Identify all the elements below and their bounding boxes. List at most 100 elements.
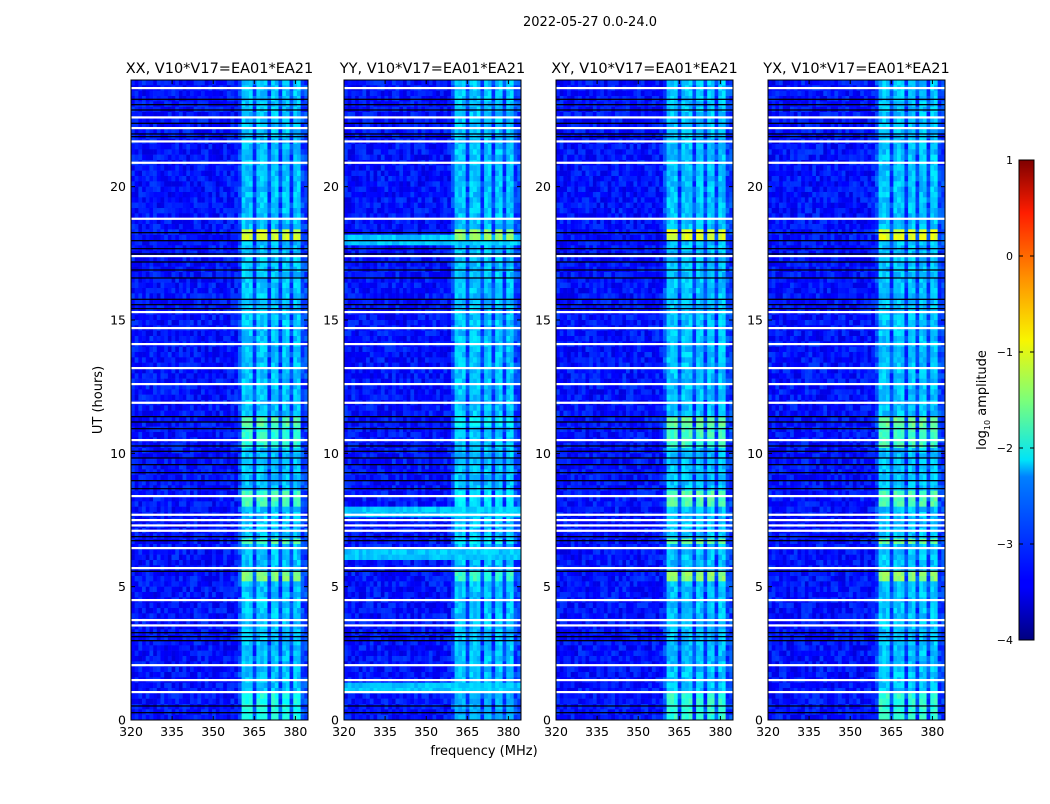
heatmap-cell bbox=[301, 347, 305, 353]
heatmap-cell bbox=[223, 352, 227, 358]
heatmap-cell bbox=[197, 587, 201, 593]
heatmap-cell bbox=[260, 347, 264, 353]
heatmap-cell bbox=[245, 155, 249, 161]
heatmap-cell bbox=[260, 357, 264, 363]
heatmap-cell bbox=[245, 144, 249, 150]
heatmap-cell bbox=[183, 80, 187, 86]
heatmap-cell bbox=[172, 203, 176, 209]
heatmap-cell bbox=[216, 592, 220, 598]
heatmap-cell bbox=[245, 315, 249, 321]
heatmap-cell bbox=[267, 549, 271, 555]
heatmap-cell bbox=[216, 581, 220, 587]
heatmap-cell bbox=[168, 293, 172, 299]
heatmap-cell bbox=[179, 560, 183, 566]
heatmap-cell bbox=[153, 555, 157, 561]
heatmap-cell bbox=[234, 197, 238, 203]
heatmap-cell bbox=[179, 608, 183, 614]
heatmap-cell bbox=[153, 224, 157, 230]
heatmap-cell bbox=[279, 315, 283, 321]
heatmap-cell bbox=[197, 208, 201, 214]
heatmap-cell bbox=[282, 373, 286, 379]
heatmap-cell bbox=[183, 155, 187, 161]
heatmap-cell bbox=[135, 592, 139, 598]
heatmap-cell bbox=[275, 587, 279, 593]
heatmap-cell bbox=[142, 592, 146, 598]
heatmap-cell bbox=[161, 603, 165, 609]
heatmap-cell bbox=[142, 315, 146, 321]
heatmap-cell bbox=[245, 149, 249, 155]
heatmap-cell bbox=[279, 501, 283, 507]
heatmap-cell bbox=[264, 539, 268, 545]
heatmap-cell bbox=[238, 197, 242, 203]
heatmap-cell bbox=[194, 208, 198, 214]
heatmap-cell bbox=[172, 603, 176, 609]
heatmap-cell bbox=[286, 549, 290, 555]
heatmap-cell bbox=[161, 613, 165, 619]
heatmap-cell bbox=[131, 235, 135, 241]
heatmap-cell bbox=[297, 336, 301, 342]
heatmap-cell bbox=[297, 144, 301, 150]
heatmap-cell bbox=[164, 224, 168, 230]
heatmap-cell bbox=[227, 235, 231, 241]
heatmap-cell bbox=[194, 549, 198, 555]
heatmap-cell bbox=[149, 331, 153, 337]
heatmap-cell bbox=[253, 208, 257, 214]
heatmap-cell bbox=[282, 181, 286, 187]
heatmap-cell bbox=[172, 560, 176, 566]
heatmap-cell bbox=[231, 155, 235, 161]
heatmap-cell bbox=[212, 347, 216, 353]
heatmap-cell bbox=[194, 357, 198, 363]
heatmap-cell bbox=[157, 357, 161, 363]
heatmap-cell bbox=[271, 389, 275, 395]
heatmap-cell bbox=[301, 389, 305, 395]
heatmap-cell bbox=[256, 336, 260, 342]
heatmap-cell bbox=[212, 613, 216, 619]
heatmap-cell bbox=[190, 203, 194, 209]
heatmap-cell bbox=[234, 224, 238, 230]
heatmap-cell bbox=[249, 501, 253, 507]
heatmap-cell bbox=[168, 608, 172, 614]
heatmap-cell bbox=[190, 80, 194, 86]
heatmap-cell bbox=[286, 283, 290, 289]
heatmap-cell bbox=[135, 80, 139, 86]
heatmap-cell bbox=[201, 165, 205, 171]
heatmap-cell bbox=[197, 603, 201, 609]
heatmap-cell bbox=[290, 411, 294, 417]
heatmap-cell bbox=[297, 208, 301, 214]
heatmap-cell bbox=[297, 357, 301, 363]
heatmap-cell bbox=[238, 224, 242, 230]
heatmap-cell bbox=[238, 235, 242, 241]
heatmap-cell bbox=[149, 224, 153, 230]
heatmap-cell bbox=[172, 613, 176, 619]
heatmap-cell bbox=[164, 347, 168, 353]
heatmap-cell bbox=[238, 352, 242, 358]
heatmap-cell bbox=[138, 165, 142, 171]
heatmap-cell bbox=[175, 427, 179, 433]
heatmap-cell bbox=[149, 149, 153, 155]
heatmap-cell bbox=[216, 176, 220, 182]
heatmap-cell bbox=[242, 288, 246, 294]
heatmap-cell bbox=[223, 347, 227, 353]
heatmap-cell bbox=[131, 181, 135, 187]
heatmap-cell bbox=[172, 187, 176, 193]
heatmap-cell bbox=[157, 272, 161, 278]
heatmap-cell bbox=[271, 288, 275, 294]
heatmap-cell bbox=[208, 459, 212, 465]
heatmap-cell bbox=[293, 208, 297, 214]
heatmap-cell bbox=[271, 555, 275, 561]
heatmap-cell bbox=[216, 155, 220, 161]
heatmap-cell bbox=[146, 459, 150, 465]
heatmap-cell bbox=[205, 555, 209, 561]
heatmap-cell bbox=[212, 501, 216, 507]
heatmap-cell bbox=[131, 560, 135, 566]
heatmap-cell bbox=[223, 187, 227, 193]
heatmap-cell bbox=[227, 592, 231, 598]
heatmap-cell bbox=[279, 373, 283, 379]
heatmap-cell bbox=[149, 187, 153, 193]
heatmap-cell bbox=[208, 347, 212, 353]
heatmap-cell bbox=[197, 507, 201, 513]
heatmap-cell bbox=[271, 283, 275, 289]
heatmap-cell bbox=[149, 613, 153, 619]
heatmap-cell bbox=[201, 352, 205, 358]
heatmap-cell bbox=[164, 171, 168, 177]
